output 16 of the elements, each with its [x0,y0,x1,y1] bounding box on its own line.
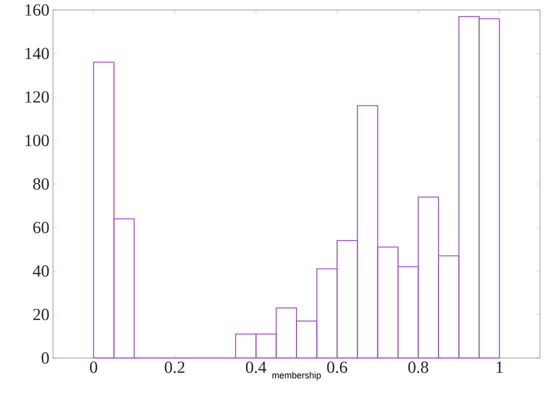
y-tick-label: 120 [26,91,49,103]
y-tick-label: 160 [26,4,49,16]
y-tick-label: 40 [32,265,49,277]
y-tick-label: 100 [26,134,49,146]
x-tick-label: 0.6 [327,362,348,374]
y-tick-label: 80 [33,178,49,190]
y-tick-label: 20 [33,308,49,320]
y-tick-label: 0 [42,352,49,364]
x-tick-label: 0 [90,362,98,373]
x-tick-label: 0.2 [164,362,184,374]
y-tick-label: 140 [26,48,49,60]
x-tick-label: 1 [496,362,503,373]
y-tick-label: 60 [33,222,49,234]
x-tick-label: 0.8 [408,362,428,374]
x-tick-label: 0.4 [246,362,266,374]
x-axis-title: membership [272,372,321,380]
